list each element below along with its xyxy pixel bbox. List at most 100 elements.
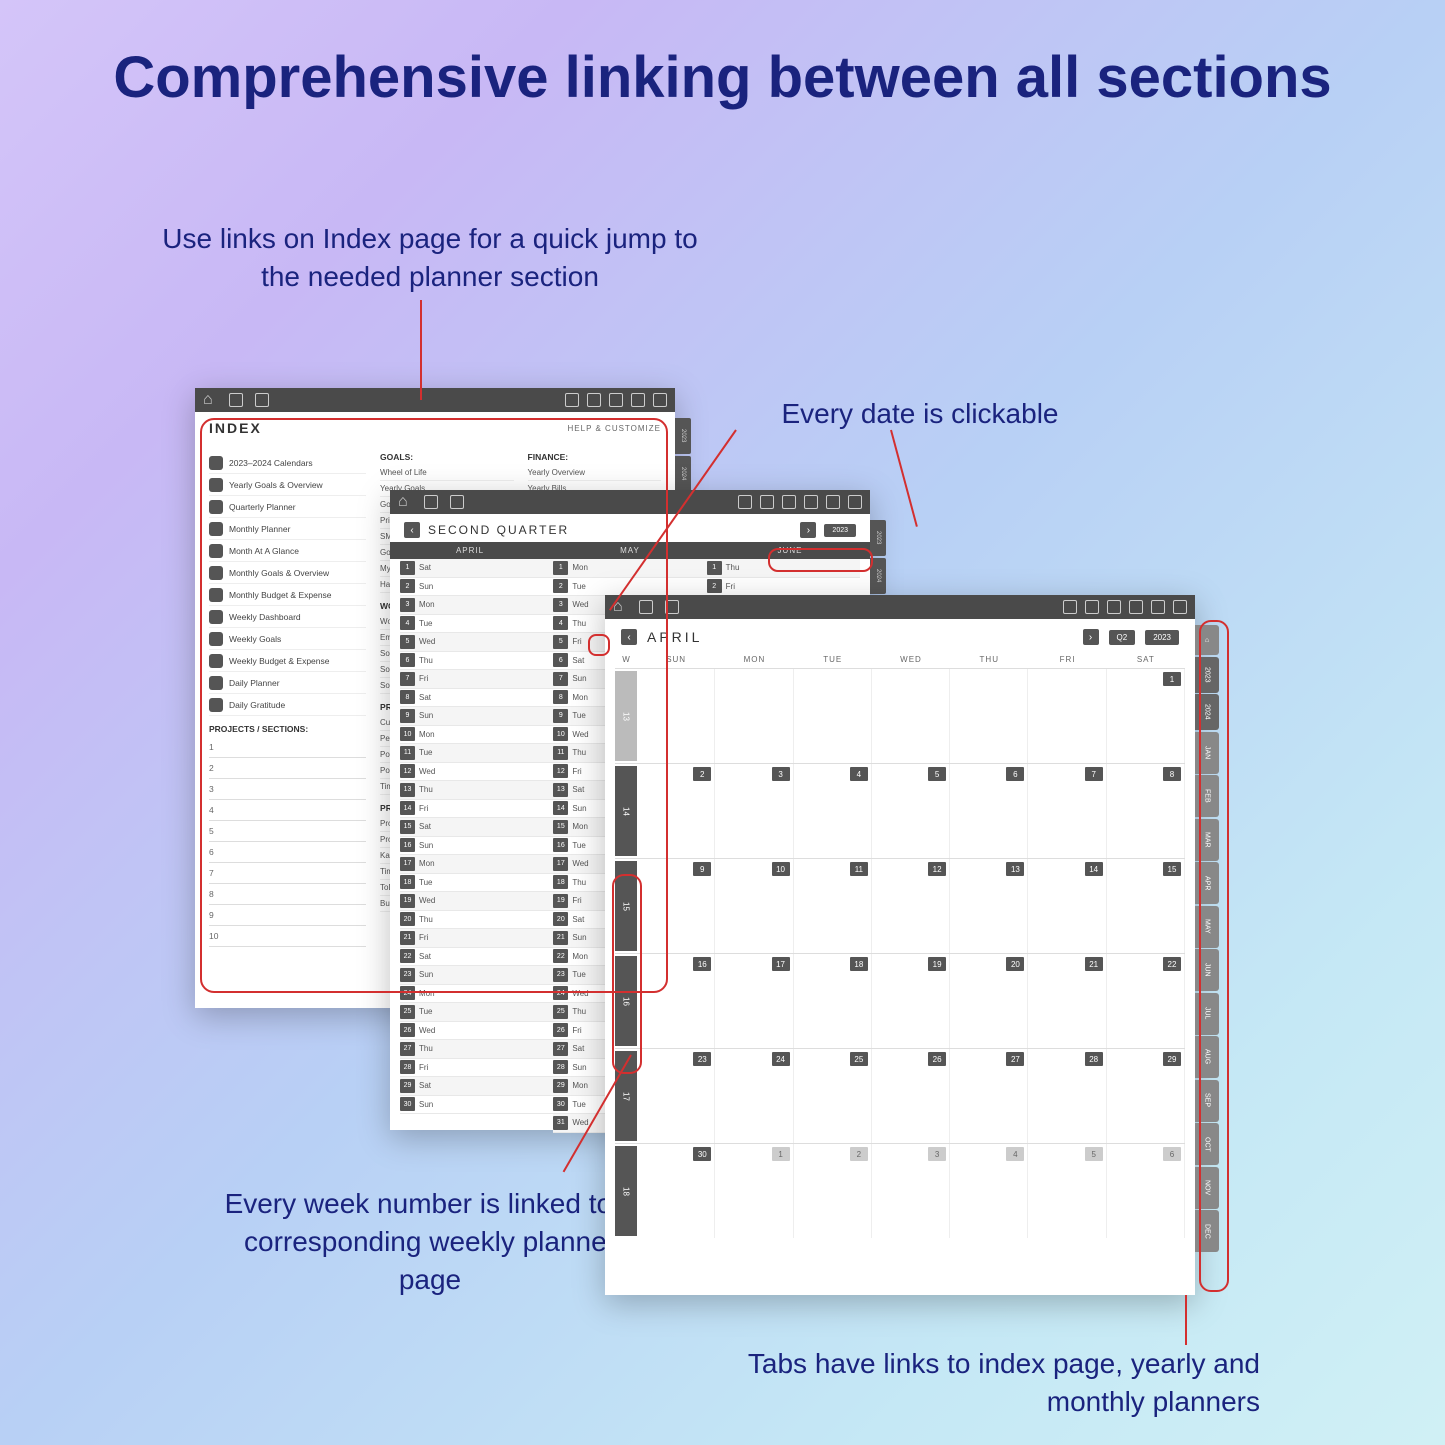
year-badge[interactable]: 2023 <box>824 524 856 537</box>
date-badge[interactable]: 19 <box>928 957 946 971</box>
date-badge[interactable]: 3 <box>928 1147 946 1161</box>
prev-button[interactable]: ‹ <box>621 629 637 645</box>
nav-icon[interactable] <box>1173 600 1187 614</box>
nav-icon[interactable] <box>255 393 269 407</box>
nav-icon[interactable] <box>653 393 667 407</box>
date-badge[interactable]: 3 <box>772 767 790 781</box>
home-icon[interactable] <box>203 393 217 407</box>
side-tab[interactable]: 2023 <box>870 520 886 556</box>
date-badge[interactable]: 8 <box>1163 767 1181 781</box>
nav-icon[interactable] <box>424 495 438 509</box>
calendar-day[interactable]: 23 <box>637 1049 715 1143</box>
help-link[interactable]: HELP & CUSTOMIZE <box>568 420 662 436</box>
day-link[interactable]: 1Sat <box>400 559 553 578</box>
next-button[interactable]: › <box>1083 629 1099 645</box>
side-tab[interactable]: JAN <box>1195 732 1219 774</box>
calendar-day[interactable]: 26 <box>872 1049 950 1143</box>
date-badge[interactable]: 11 <box>850 862 868 876</box>
date-badge[interactable]: 16 <box>693 957 711 971</box>
date-badge[interactable]: 20 <box>1006 957 1024 971</box>
index-link[interactable]: Wheel of Life <box>380 465 513 481</box>
nav-icon[interactable] <box>1063 600 1077 614</box>
calendar-day[interactable]: 7 <box>1028 764 1106 858</box>
nav-icon[interactable] <box>804 495 818 509</box>
side-tab[interactable]: JUL <box>1195 993 1219 1035</box>
calendar-day[interactable] <box>637 669 715 763</box>
date-badge[interactable]: 6 <box>1006 767 1024 781</box>
calendar-day[interactable]: 25 <box>794 1049 872 1143</box>
nav-icon[interactable] <box>565 393 579 407</box>
calendar-day[interactable]: 24 <box>715 1049 793 1143</box>
nav-icon[interactable] <box>229 393 243 407</box>
calendar-day[interactable]: 17 <box>715 954 793 1048</box>
project-slot[interactable]: 2 <box>209 758 366 779</box>
side-tab[interactable]: NOV <box>1195 1167 1219 1209</box>
nav-icon[interactable] <box>782 495 796 509</box>
nav-icon[interactable] <box>587 393 601 407</box>
day-link[interactable]: 4Tue <box>400 615 553 634</box>
date-badge[interactable]: 1 <box>1163 672 1181 686</box>
month-header[interactable]: MAY <box>550 542 710 559</box>
day-link[interactable]: 27Thu <box>400 1040 553 1059</box>
index-link[interactable]: Monthly Budget & Expense <box>209 584 366 606</box>
project-slot[interactable]: 8 <box>209 884 366 905</box>
project-slot[interactable]: 10 <box>209 926 366 947</box>
calendar-day[interactable]: 1 <box>1107 669 1185 763</box>
date-badge[interactable]: 1 <box>772 1147 790 1161</box>
calendar-day[interactable]: 6 <box>950 764 1028 858</box>
week-number-link[interactable]: 13 <box>615 671 637 761</box>
calendar-day[interactable]: 10 <box>715 859 793 953</box>
calendar-day[interactable]: 4 <box>794 764 872 858</box>
day-link[interactable]: 1Mon <box>553 559 706 578</box>
day-link[interactable]: 10Mon <box>400 726 553 745</box>
quarter-badge[interactable]: Q2 <box>1109 630 1136 645</box>
day-link[interactable]: 21Fri <box>400 929 553 948</box>
day-link[interactable]: 17Mon <box>400 855 553 874</box>
date-badge[interactable]: 9 <box>693 862 711 876</box>
project-slot[interactable]: 3 <box>209 779 366 800</box>
calendar-day[interactable]: 5 <box>1028 1144 1106 1238</box>
calendar-day[interactable]: 5 <box>872 764 950 858</box>
nav-icon[interactable] <box>848 495 862 509</box>
date-badge[interactable]: 30 <box>693 1147 711 1161</box>
nav-icon[interactable] <box>450 495 464 509</box>
date-badge[interactable]: 25 <box>850 1052 868 1066</box>
calendar-day[interactable] <box>1028 669 1106 763</box>
date-badge[interactable]: 2 <box>850 1147 868 1161</box>
index-link[interactable]: Weekly Goals <box>209 628 366 650</box>
day-link[interactable]: 28Fri <box>400 1059 553 1078</box>
project-slot[interactable]: 4 <box>209 800 366 821</box>
calendar-day[interactable]: 19 <box>872 954 950 1048</box>
project-slot[interactable]: 5 <box>209 821 366 842</box>
day-link[interactable]: 22Sat <box>400 948 553 967</box>
calendar-day[interactable]: 3 <box>715 764 793 858</box>
nav-icon[interactable] <box>1085 600 1099 614</box>
side-tab[interactable]: AUG <box>1195 1036 1219 1078</box>
date-badge[interactable]: 24 <box>772 1052 790 1066</box>
calendar-day[interactable] <box>715 669 793 763</box>
week-number-link[interactable]: 14 <box>615 766 637 856</box>
index-link[interactable]: Weekly Budget & Expense <box>209 650 366 672</box>
index-link[interactable]: Quarterly Planner <box>209 496 366 518</box>
day-link[interactable]: 20Thu <box>400 911 553 930</box>
calendar-day[interactable]: 13 <box>950 859 1028 953</box>
month-header[interactable]: JUNE <box>710 542 870 559</box>
project-slot[interactable]: 1 <box>209 737 366 758</box>
date-badge[interactable]: 12 <box>928 862 946 876</box>
date-badge[interactable]: 2 <box>693 767 711 781</box>
calendar-day[interactable]: 21 <box>1028 954 1106 1048</box>
day-link[interactable]: 15Sat <box>400 818 553 837</box>
date-badge[interactable]: 14 <box>1085 862 1103 876</box>
day-link[interactable]: 13Thu <box>400 781 553 800</box>
index-link[interactable]: Month At A Glance <box>209 540 366 562</box>
date-badge[interactable]: 4 <box>1006 1147 1024 1161</box>
calendar-day[interactable]: 2 <box>637 764 715 858</box>
day-link[interactable]: 3Mon <box>400 596 553 615</box>
calendar-day[interactable]: 18 <box>794 954 872 1048</box>
calendar-day[interactable]: 14 <box>1028 859 1106 953</box>
calendar-day[interactable]: 1 <box>715 1144 793 1238</box>
calendar-day[interactable]: 4 <box>950 1144 1028 1238</box>
calendar-day[interactable]: 15 <box>1107 859 1185 953</box>
date-badge[interactable]: 29 <box>1163 1052 1181 1066</box>
date-badge[interactable]: 5 <box>1085 1147 1103 1161</box>
